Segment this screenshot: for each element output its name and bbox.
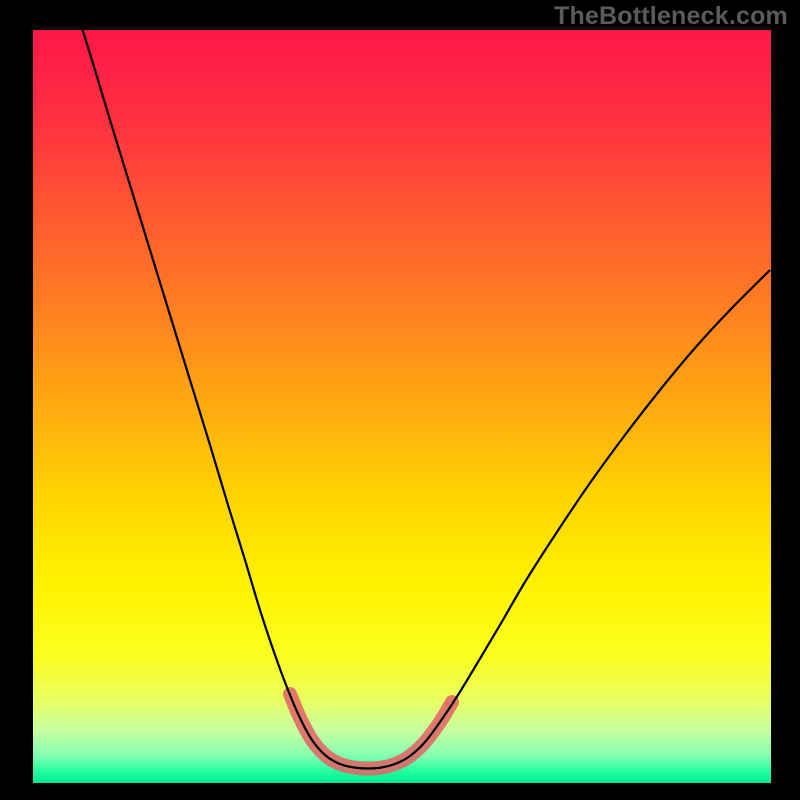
chart-container: TheBottleneck.com [0,0,800,800]
bottleneck-curve [82,28,770,769]
watermark-text: TheBottleneck.com [554,2,788,31]
valley-highlight [290,694,452,769]
curve-layer [0,0,800,800]
